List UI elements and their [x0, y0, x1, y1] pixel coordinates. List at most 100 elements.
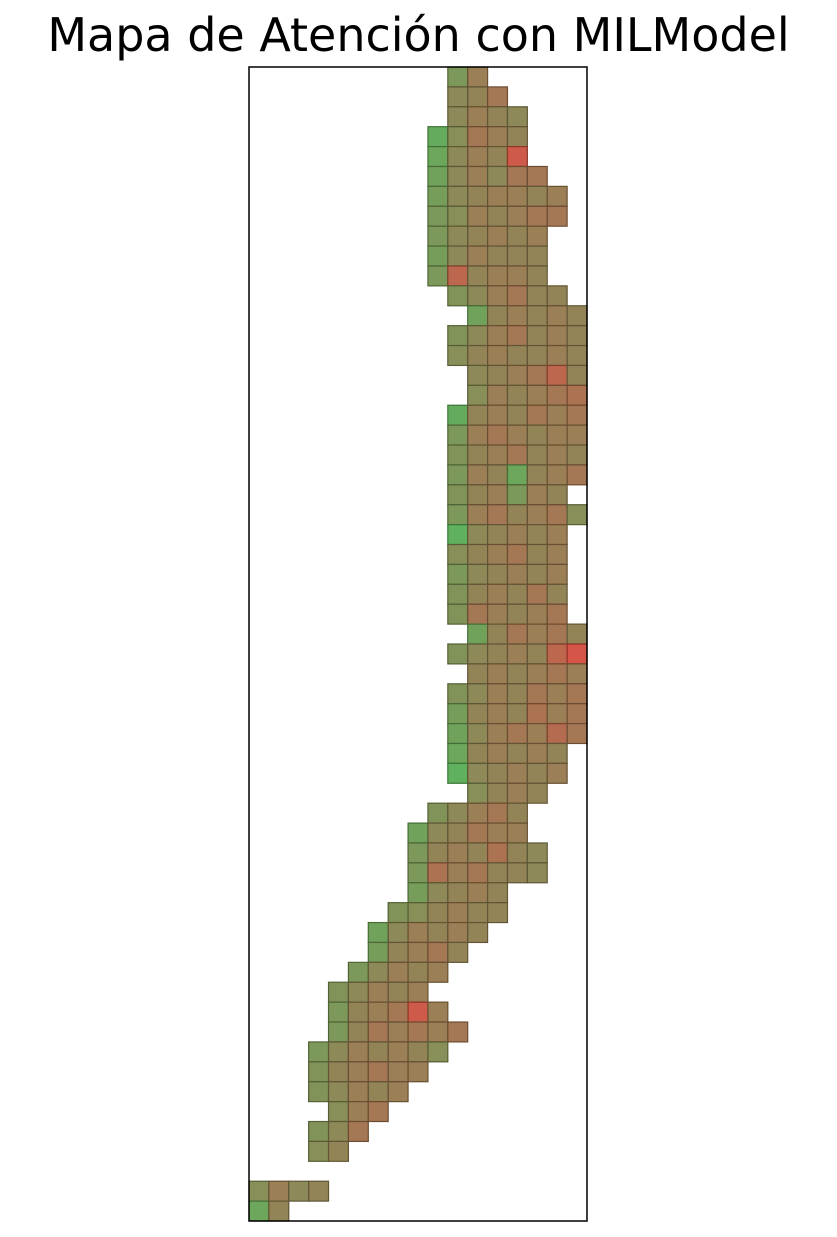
attention-tile — [467, 245, 489, 267]
attention-tile — [566, 364, 588, 386]
attention-tile — [546, 524, 568, 546]
attention-tile — [546, 484, 568, 506]
attention-tile — [467, 66, 489, 88]
attention-tile — [546, 722, 568, 745]
attention-tile — [546, 623, 568, 645]
attention-tile — [467, 285, 489, 307]
attention-tile — [427, 245, 449, 267]
attention-tile — [327, 1140, 350, 1162]
attention-tile — [506, 165, 528, 187]
attention-tile — [427, 822, 449, 844]
attention-tile — [467, 782, 489, 804]
attention-tile — [486, 325, 509, 347]
attention-tile — [427, 1041, 449, 1063]
attention-tile — [546, 504, 568, 526]
attention-tile — [486, 464, 509, 486]
attention-tile — [486, 424, 509, 446]
attention-tile — [526, 305, 548, 327]
attention-tile — [526, 742, 548, 764]
attention-tile — [447, 722, 469, 745]
attention-tile — [546, 424, 568, 446]
attention-tile — [447, 205, 469, 227]
attention-tile — [486, 126, 509, 148]
attention-tile — [546, 344, 568, 367]
attention-tile — [387, 1021, 409, 1043]
attention-tile — [327, 1021, 350, 1043]
attention-tile — [486, 504, 509, 526]
attention-tile — [268, 1200, 290, 1222]
attention-tile — [308, 1061, 330, 1083]
attention-tile — [467, 882, 489, 904]
attention-tile — [526, 384, 548, 406]
attention-tile — [327, 981, 350, 1003]
attention-tile — [546, 543, 568, 566]
attention-tile — [427, 225, 449, 247]
attention-tile — [526, 623, 548, 645]
attention-tile — [506, 444, 528, 466]
attention-tile — [506, 822, 528, 844]
attention-tile — [506, 106, 528, 128]
attention-tile — [447, 106, 469, 128]
attention-tile — [447, 344, 469, 367]
attention-tile — [546, 683, 568, 705]
attention-tile — [486, 902, 509, 924]
attention-tile — [467, 822, 489, 844]
attention-tile — [506, 265, 528, 287]
attention-tile — [526, 325, 548, 347]
attention-tile — [367, 961, 389, 983]
attention-tile — [506, 145, 528, 168]
attention-tile — [327, 1001, 350, 1023]
attention-tile — [467, 484, 489, 506]
attention-tile — [526, 563, 548, 585]
attention-tile — [546, 583, 568, 605]
attention-tile — [506, 563, 528, 585]
attention-tile — [486, 643, 509, 665]
attention-tile — [427, 882, 449, 904]
attention-tile — [526, 364, 548, 386]
attention-tile — [248, 1180, 270, 1202]
attention-tile — [506, 285, 528, 307]
attention-tile — [526, 603, 548, 625]
attention-tile — [486, 106, 509, 128]
attention-tile — [526, 225, 548, 247]
attention-tile — [526, 782, 548, 804]
attention-tile — [506, 583, 528, 605]
attention-tile — [486, 484, 509, 506]
attention-tile — [566, 384, 588, 406]
attention-tile — [407, 1001, 429, 1023]
attention-tile — [447, 484, 469, 506]
attention-tile — [506, 344, 528, 367]
attention-tile — [447, 285, 469, 307]
attention-tile — [427, 941, 449, 963]
attention-tile — [427, 1021, 449, 1043]
attention-tile — [486, 384, 509, 406]
attention-tile — [447, 265, 469, 287]
attention-tile — [447, 424, 469, 446]
attention-tile — [427, 265, 449, 287]
attention-tile — [546, 444, 568, 466]
attention-tile — [467, 165, 489, 187]
attention-tile — [486, 563, 509, 585]
attention-tile — [486, 842, 509, 864]
attention-tile — [447, 762, 469, 784]
attention-tile — [427, 842, 449, 864]
attention-tile — [566, 464, 588, 486]
attention-tile — [347, 1101, 369, 1123]
attention-tile — [427, 126, 449, 148]
attention-tile — [467, 742, 489, 764]
attention-tile — [486, 583, 509, 605]
attention-tile — [467, 543, 489, 566]
attention-tile — [427, 145, 449, 168]
attention-tile — [347, 1081, 369, 1103]
attention-tile — [566, 703, 588, 725]
attention-tile — [447, 802, 469, 824]
attention-tile — [447, 921, 469, 944]
attention-tile — [506, 424, 528, 446]
attention-tile — [486, 444, 509, 466]
attention-tile — [546, 464, 568, 486]
attention-tile — [268, 1180, 290, 1202]
attention-tile — [486, 703, 509, 725]
attention-tile — [407, 921, 429, 944]
attention-tile — [467, 663, 489, 685]
attention-tile — [506, 842, 528, 864]
